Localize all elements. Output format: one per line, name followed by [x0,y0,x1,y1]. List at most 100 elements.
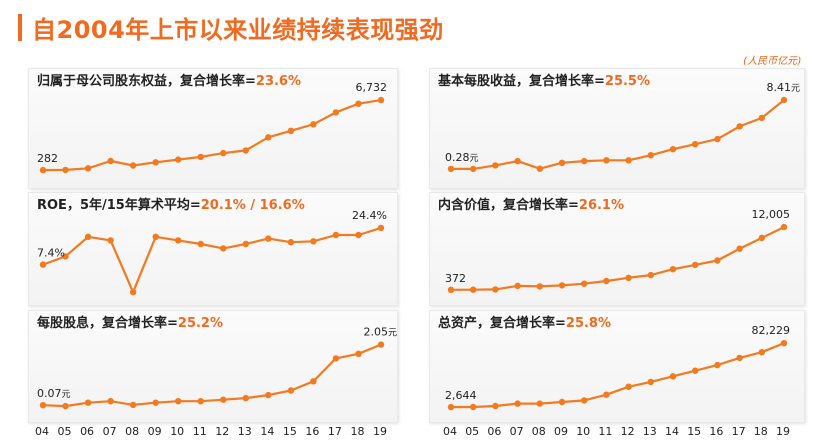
data-point [558,282,566,289]
data-point [265,134,272,141]
x-tick-label: 16 [709,425,724,438]
chart-title: 基本每股收益，复合增长率=25.5% [438,73,650,91]
x-tick-label: 06 [80,425,95,438]
data-point [758,349,765,356]
data-point [287,387,295,394]
data-label-unit: 元 [470,154,479,164]
data-point [197,398,204,405]
line-chart: 282 6,732 [37,81,388,174]
series-line [42,99,382,172]
data-point [84,233,92,240]
x-tick-label: 17 [731,425,746,438]
data-label-end: 12,005 [752,208,791,221]
data-label-start: 0.07元 [37,387,71,400]
x-tick-label: 08 [531,425,546,438]
data-point [536,400,543,407]
data-point [625,157,632,164]
data-point [470,286,477,293]
x-tick-label: 19 [373,425,387,438]
data-point [129,401,137,409]
data-point [514,282,521,290]
data-point [581,280,588,287]
x-axis-labels-left: 04 05 06 07 08 09 10 11 12 13 14 15 16 17 18 19 [28,425,396,439]
data-point [129,162,137,169]
data-point [714,135,721,143]
data-point [220,245,227,252]
data-label-start: 372 [445,272,466,285]
data-point [377,341,385,348]
data-point [242,240,249,248]
data-point [492,286,499,293]
x-tick-label: 06 [487,425,502,438]
data-point [242,394,249,402]
data-point [62,166,69,174]
data-point [152,399,159,406]
x-tick-label: 11 [192,425,207,438]
data-point [470,165,477,173]
data-point [107,237,114,244]
line-chart: 2,644 82,229 [445,324,791,411]
data-label-end: 82,229 [752,324,791,337]
data-point [175,398,182,405]
x-tick-label: 10 [576,425,591,438]
line-chart: 7.4% 24.4% [37,209,387,296]
x-tick-label: 13 [642,425,657,438]
data-point [242,147,249,154]
chart-title: 内含价值，复合增长率=26.1% [438,197,624,215]
data-point [287,239,295,246]
data-point [175,237,182,244]
chart-title-highlight: 23.6% [255,74,302,89]
data-point [669,266,677,273]
data-point [332,355,340,362]
series-line [42,343,382,408]
data-point [107,398,114,405]
data-point [447,286,455,293]
x-tick-label: 09 [554,425,568,438]
x-tick-label: 16 [305,425,320,438]
chart-title-text: ROE，5年/15年算术平均= [37,198,201,213]
x-tick-label: 18 [350,425,365,438]
data-point [492,162,499,169]
data-point [84,165,92,172]
data-point [669,146,677,153]
data-point [780,96,788,104]
data-label-end: 2.05元 [363,326,397,339]
data-point [647,271,654,279]
data-point [152,159,159,166]
data-point [470,403,477,411]
x-tick-label: 15 [687,425,702,438]
data-point [514,400,521,407]
x-tick-label: 11 [598,425,613,438]
data-label-end: 6,732 [356,81,388,94]
x-tick-label: 13 [237,425,252,438]
data-point [377,96,385,104]
x-tick-label: 12 [215,425,230,438]
x-tick-label: 12 [620,425,635,438]
data-point [581,397,588,404]
data-point [536,283,543,290]
data-label-start: 0.28元 [445,151,479,164]
data-point [332,231,340,239]
chart-title: ROE，5年/15年算术平均=20.1% / 16.6% [37,197,305,215]
data-label-end: 8.41元 [766,81,800,94]
x-tick-label: 07 [509,425,524,438]
x-tick-label: 17 [327,425,342,438]
data-point [310,378,317,385]
page-title: 自2004年上市以来业绩持续表现强劲 [32,16,444,44]
data-point [39,402,47,409]
data-point [129,288,137,296]
data-point [736,123,743,130]
data-point [265,391,272,399]
chart-title-text: 基本每股收益，复合增长率= [438,74,605,89]
data-point [62,402,69,410]
data-label-unit: 元 [388,329,397,339]
x-tick-label: 04 [443,425,457,438]
data-point [220,149,227,157]
x-tick-label: 05 [57,425,72,438]
data-point [647,152,654,159]
data-point [197,153,204,161]
chart-title-text: 每股股息，复合增长率= [37,316,178,331]
data-point [669,373,677,380]
chart-title-highlight: 26.1% [578,198,625,213]
chart-title: 总资产，复合增长率=25.8% [438,315,611,333]
